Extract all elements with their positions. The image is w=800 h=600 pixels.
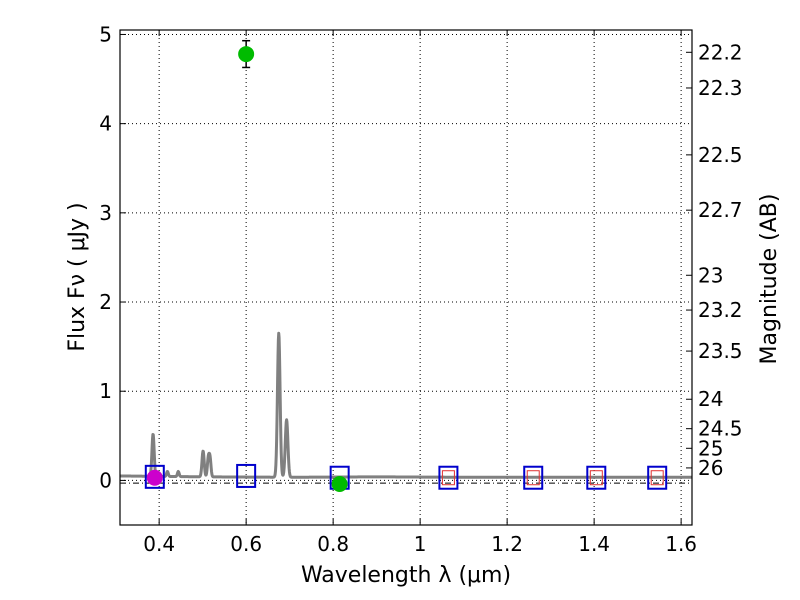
x-tick-label: 0.6 <box>230 532 262 556</box>
x-tick-label: 0.8 <box>317 532 349 556</box>
observed-flux-point <box>146 469 163 486</box>
upper-limit-marker <box>650 470 664 486</box>
magnitude-tick-label: 24.5 <box>698 417 743 441</box>
x-tick-label: 1.6 <box>665 532 697 556</box>
y-tick-label: 4 <box>99 112 112 136</box>
magnitude-tick-label: 23 <box>698 263 723 287</box>
y-tick-label: 1 <box>99 379 112 403</box>
observed-flux-point <box>331 475 348 492</box>
magnitude-tick-label: 25 <box>698 436 723 460</box>
y2-axis-title: Magnitude (AB) <box>757 194 782 365</box>
y-tick-label: 5 <box>99 22 112 46</box>
plot-frame <box>119 29 693 526</box>
magnitude-tick-label: 26 <box>698 456 723 480</box>
x-tick-label: 0.4 <box>143 532 175 556</box>
x-axis-title: Wavelength λ (μm) <box>301 563 511 588</box>
y-tick-label: 2 <box>99 290 112 314</box>
observed-flux-point <box>238 46 255 63</box>
upper-limit-marker <box>526 470 540 486</box>
y-axis-title: Flux Fν ( μJy ) <box>65 202 90 351</box>
y-tick-label: 3 <box>99 201 112 225</box>
x-tick-label: 1.2 <box>491 532 523 556</box>
magnitude-tick-label: 23.2 <box>698 298 743 322</box>
grid <box>120 30 692 525</box>
model-flux-square <box>586 465 607 490</box>
y-tick-label: 0 <box>99 468 112 492</box>
magnitude-tick-label: 22.3 <box>698 76 743 100</box>
magnitude-tick-label: 22.5 <box>698 143 743 167</box>
magnitude-tick-label: 23.5 <box>698 339 743 363</box>
upper-limit-marker <box>589 470 603 486</box>
x-tick-label: 1.4 <box>578 532 610 556</box>
x-tick-label: 1 <box>414 532 427 556</box>
model-flux-square <box>144 464 165 489</box>
model-flux-square <box>438 465 459 490</box>
model-flux-square <box>236 463 257 488</box>
magnitude-tick-label: 24 <box>698 387 723 411</box>
ticks <box>120 30 692 525</box>
markers <box>144 39 668 492</box>
upper-limit-marker <box>441 470 455 486</box>
model-flux-square <box>647 465 668 490</box>
magnitude-tick-label: 22.2 <box>698 40 743 64</box>
tick-labels: 0.4 0.6 0.8 1 1.2 1.4 1.601234522.222.322.522.… <box>99 22 742 556</box>
magnitude-tick-label: 22.7 <box>698 198 743 222</box>
model-flux-square <box>523 465 544 490</box>
sed-model-line <box>118 331 694 479</box>
